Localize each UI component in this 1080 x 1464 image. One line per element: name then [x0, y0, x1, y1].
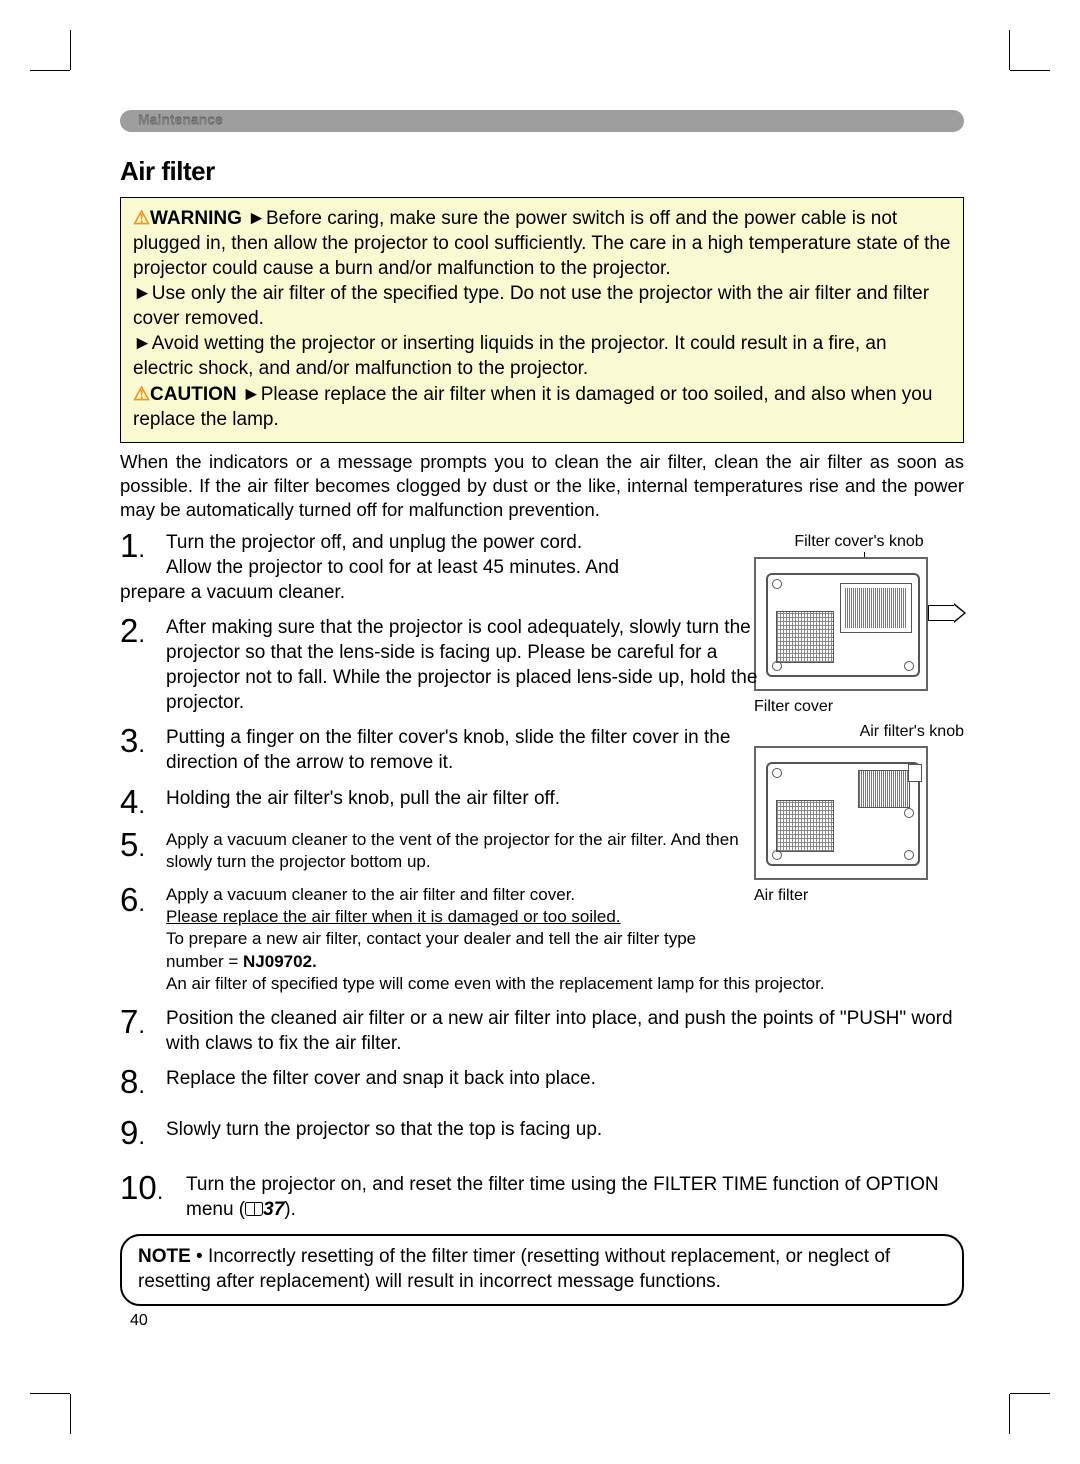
step-number: 3. [120, 719, 164, 763]
step-number: 2. [120, 609, 164, 653]
page-number: 40 [130, 1312, 964, 1330]
warning-box: ⚠WARNING ►Before caring, make sure the p… [120, 197, 964, 443]
caution-triangle-icon: ⚠ [133, 384, 150, 405]
step-number: 1. [120, 524, 164, 568]
manual-reference-icon [245, 1202, 263, 1216]
step-number: 9. [120, 1111, 164, 1155]
step-number: 10. [120, 1166, 164, 1210]
step-number: 6. [120, 878, 164, 922]
page-content: Maintenance Air filter ⚠WARNING ►Before … [120, 110, 964, 1330]
intro-paragraph: When the indicators or a message prompts… [120, 450, 964, 522]
warning-text-1: ►Before caring, make sure the power swit… [133, 208, 951, 279]
step-number: 5. [120, 823, 164, 867]
note-box: NOTE • Incorrectly resetting of the filt… [120, 1234, 964, 1306]
caution-label: CAUTION [150, 384, 237, 405]
warning-text-3: ►Avoid wetting the projector or insertin… [133, 333, 887, 379]
step-10: 10. Turn the projector on, and reset the… [120, 1172, 964, 1222]
step-number: 7. [120, 1000, 164, 1044]
step-5: 5. Apply a vacuum cleaner to the vent of… [120, 829, 964, 874]
step-9: 9. Slowly turn the projector so that the… [120, 1117, 964, 1142]
step-3: 3. Putting a finger on the filter cover'… [120, 725, 964, 775]
step-number: 4. [120, 780, 164, 824]
step-6: 6. Apply a vacuum cleaner to the air fil… [120, 884, 964, 996]
section-label: Maintenance [138, 112, 223, 128]
note-body: • Incorrectly resetting of the filter ti… [138, 1246, 890, 1292]
step-1: 1. Turn the projector off, and unplug th… [120, 530, 964, 605]
warning-label: WARNING [150, 208, 242, 229]
warning-triangle-icon: ⚠ [133, 208, 150, 229]
step-8: 8. Replace the filter cover and snap it … [120, 1066, 964, 1091]
step-4: 4. Holding the air filter's knob, pull t… [120, 786, 964, 811]
page-title: Air filter [120, 156, 964, 187]
step-2: 2. After making sure that the projector … [120, 615, 964, 715]
note-label: NOTE [138, 1246, 191, 1267]
caution-text: ►Please replace the air filter when it i… [133, 384, 932, 430]
step-number: 8. [120, 1060, 164, 1104]
step-7: 7. Position the cleaned air filter or a … [120, 1006, 964, 1056]
warning-text-2: ►Use only the air filter of the specifie… [133, 283, 929, 329]
section-header-bar: Maintenance [120, 110, 964, 132]
